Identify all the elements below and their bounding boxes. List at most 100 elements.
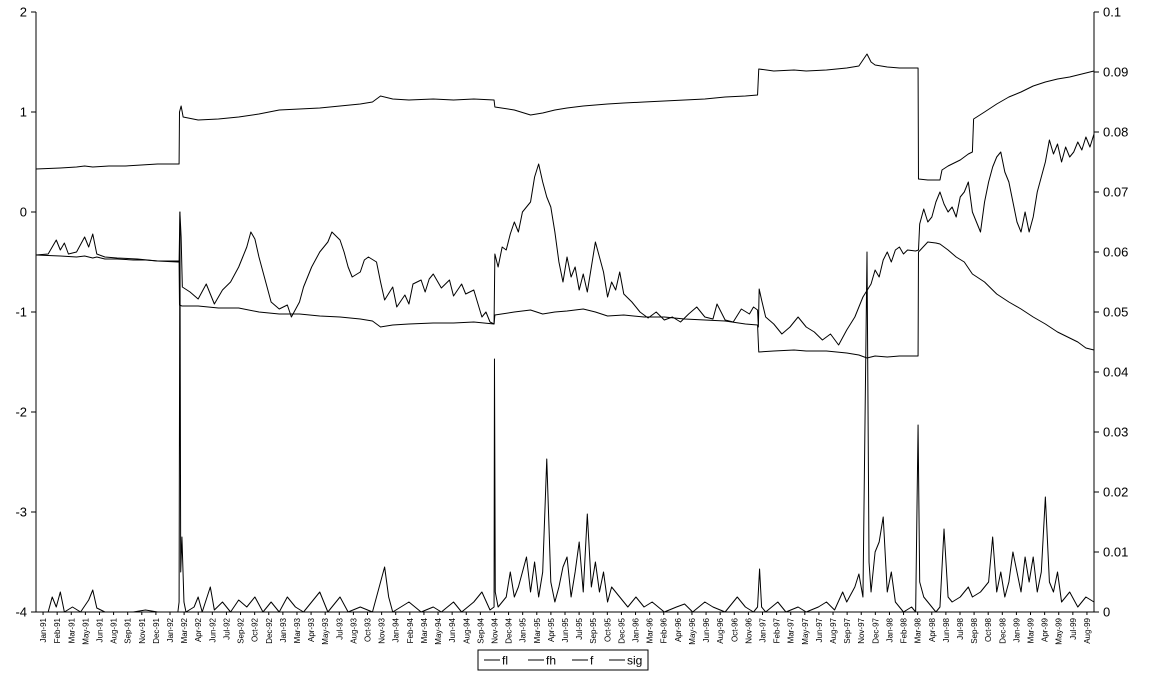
- series-line-fl: [35, 241, 1095, 359]
- legend-box: [477, 649, 649, 671]
- x-tick-label: Jun-91: [95, 617, 104, 642]
- legend-label-f: f: [590, 654, 594, 668]
- x-tick-label: Mar-91: [67, 617, 76, 643]
- x-tick-label: Oct-96: [730, 617, 739, 642]
- x-tick-label: Oct-93: [364, 617, 373, 642]
- right-tick-label: 0.1: [1103, 5, 1121, 20]
- x-tick-label: Aug-94: [462, 617, 471, 643]
- x-tick-label: Dec-92: [265, 617, 274, 643]
- x-tick-label: Dec-95: [617, 617, 626, 643]
- left-tick-label: 2: [20, 5, 27, 20]
- right-tick-label: 0.08: [1103, 125, 1128, 140]
- x-tick-label: Jun-95: [561, 617, 570, 642]
- x-tick-label: Dec-97: [871, 617, 880, 643]
- series-line-f: [35, 133, 1095, 346]
- x-tick-label: Feb-96: [660, 617, 669, 643]
- right-tick-label: 0.02: [1103, 485, 1128, 500]
- x-tick-label: Dec-98: [998, 617, 1007, 643]
- x-tick-label: Jul-92: [222, 617, 231, 639]
- x-tick-label: Jun-98: [942, 617, 951, 642]
- x-tick-label: Feb-94: [406, 617, 415, 643]
- left-tick-label: -2: [15, 405, 27, 420]
- x-tick-label: Sep-92: [237, 617, 246, 643]
- left-tick-label: -4: [15, 605, 27, 620]
- x-tick-label: Apr-95: [547, 617, 556, 642]
- x-tick-label: Jul-95: [575, 617, 584, 639]
- right-tick-label: 0.05: [1103, 305, 1128, 320]
- x-tick-label: Jan-92: [166, 617, 175, 642]
- x-tick-label: Jun-92: [208, 617, 217, 642]
- x-tick-label: Oct-92: [251, 617, 260, 642]
- right-tick-label: 0.01: [1103, 545, 1128, 560]
- series-layer: [35, 53, 1095, 613]
- x-tick-label: Oct-98: [984, 617, 993, 642]
- x-tick-label: Jun-94: [448, 617, 457, 642]
- x-tick-label: May-99: [1055, 617, 1064, 644]
- x-tick-label: Sep-91: [124, 617, 133, 643]
- x-tick-label: Sep-95: [589, 617, 598, 643]
- right-tick-label: 0.03: [1103, 425, 1128, 440]
- x-tick-label: Mar-97: [787, 617, 796, 643]
- x-tick-label: Feb-97: [773, 617, 782, 643]
- x-tick-label: Jan-94: [392, 617, 401, 642]
- right-tick-label: 0: [1103, 605, 1110, 620]
- x-tick-label: Jul-98: [956, 617, 965, 639]
- legend-label-fh: fh: [546, 654, 556, 668]
- x-tick-label: Apr-98: [928, 617, 937, 642]
- legend-label-fl: fl: [502, 654, 508, 668]
- x-tick-label: Jan-93: [279, 617, 288, 642]
- x-tick-label: Jan-99: [1012, 617, 1021, 642]
- right-tick-label: 0.04: [1103, 365, 1128, 380]
- x-tick-label: Mar-93: [293, 617, 302, 643]
- x-tick-label: Oct-95: [603, 617, 612, 642]
- left-axis-ticks: 2 1 0 -1 -2 -3 -4: [15, 5, 36, 620]
- x-tick-label: Sep-94: [476, 617, 485, 643]
- left-tick-label: 0: [20, 205, 27, 220]
- x-tick-label: May-96: [688, 617, 697, 644]
- x-tick-label: Jan-98: [885, 617, 894, 642]
- x-tick-label: Apr-92: [194, 617, 203, 642]
- x-tick-label: Nov-91: [138, 617, 147, 643]
- left-tick-label: -1: [15, 305, 27, 320]
- axes: [35, 12, 1095, 613]
- x-tick-label: Mar-98: [914, 617, 923, 643]
- left-tick-label: 1: [20, 105, 27, 120]
- x-tick-label: Dec-94: [505, 617, 514, 643]
- right-tick-label: 0.09: [1103, 65, 1128, 80]
- x-tick-label: Aug-96: [716, 617, 725, 643]
- series-line-fh: [35, 53, 1095, 181]
- x-axis-ticks: Jan-91 Feb-91 Mar-91 May-91 Jun-91 Aug-91 Sep-…: [39, 612, 1092, 645]
- x-tick-label: Jan-97: [758, 617, 767, 642]
- x-tick-label: Mar-96: [646, 617, 655, 643]
- left-tick-label: -3: [15, 505, 27, 520]
- x-tick-label: Feb-98: [900, 617, 909, 643]
- x-tick-label: Nov-93: [378, 617, 387, 643]
- right-axis-ticks: 0.1 0.09 0.08 0.07 0.06 0.05 0.04 0.03 0.02 0.01 0: [1094, 5, 1128, 620]
- x-tick-label: Jan-96: [632, 617, 641, 642]
- series-line-sig: [36, 211, 1095, 613]
- x-tick-label: Apr-93: [307, 617, 316, 642]
- right-tick-label: 0.06: [1103, 245, 1128, 260]
- x-tick-label: May-91: [81, 617, 90, 644]
- legend-label-sig: sig: [627, 654, 642, 668]
- x-tick-label: Aug-93: [349, 617, 358, 643]
- x-tick-label: May-94: [434, 617, 443, 644]
- x-tick-label: Jun-96: [702, 617, 711, 642]
- x-tick-label: Sep-98: [970, 617, 979, 643]
- legend: fl fh f sig: [477, 649, 649, 671]
- x-tick-label: Apr-99: [1041, 617, 1050, 642]
- x-tick-label: May-97: [801, 617, 810, 644]
- x-tick-label: Aug-99: [1083, 617, 1092, 643]
- x-tick-label: Aug-91: [110, 617, 119, 643]
- x-tick-label: Dec-91: [152, 617, 161, 643]
- x-tick-label: Nov-94: [490, 617, 499, 643]
- x-tick-label: Aug-97: [829, 617, 838, 643]
- x-tick-label: Apr-96: [674, 617, 683, 642]
- x-tick-label: Sep-97: [843, 617, 852, 643]
- x-tick-label: Mar-92: [180, 617, 189, 643]
- x-tick-label: Nov-97: [857, 617, 866, 643]
- x-tick-label: Jul-93: [335, 617, 344, 639]
- x-tick-label: Jul-99: [1069, 617, 1078, 639]
- x-tick-label: Feb-91: [53, 617, 62, 643]
